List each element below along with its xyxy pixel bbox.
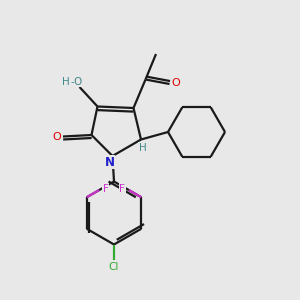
Text: Cl: Cl [109,262,119,272]
Text: F: F [103,184,109,194]
Text: O: O [172,78,181,88]
Text: H: H [139,143,146,153]
Text: F: F [119,184,125,194]
Text: O: O [52,131,61,142]
Text: -O: -O [70,76,83,87]
Text: H: H [62,76,70,87]
Text: N: N [104,155,115,169]
